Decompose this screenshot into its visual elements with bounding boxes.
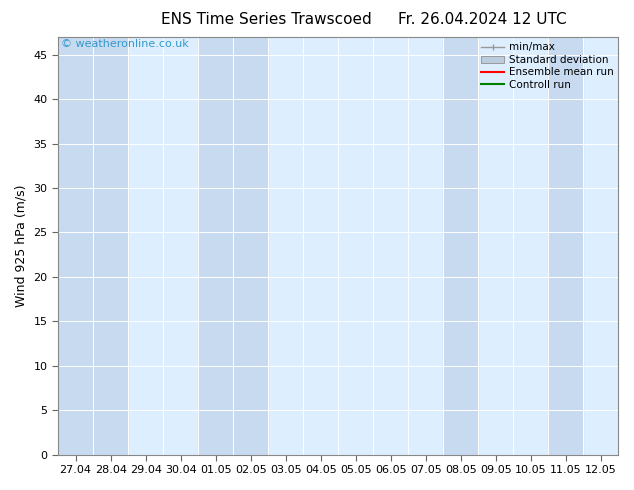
Text: ENS Time Series Trawscoed: ENS Time Series Trawscoed	[161, 12, 372, 27]
Bar	[93, 37, 128, 455]
Bar	[58, 37, 93, 455]
Bar	[443, 37, 479, 455]
Y-axis label: Wind 925 hPa (m/s): Wind 925 hPa (m/s)	[15, 185, 28, 307]
Bar	[233, 37, 268, 455]
Text: Fr. 26.04.2024 12 UTC: Fr. 26.04.2024 12 UTC	[398, 12, 566, 27]
Bar	[548, 37, 583, 455]
Text: © weatheronline.co.uk: © weatheronline.co.uk	[61, 39, 189, 49]
Bar	[198, 37, 233, 455]
Legend: min/max, Standard deviation, Ensemble mean run, Controll run: min/max, Standard deviation, Ensemble me…	[479, 40, 616, 92]
